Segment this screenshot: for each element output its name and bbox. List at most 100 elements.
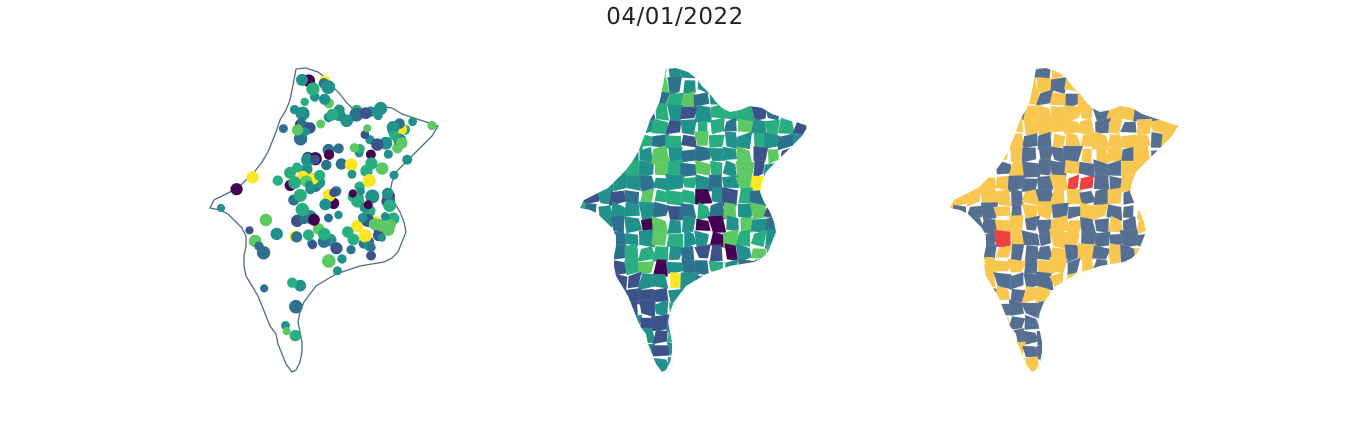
city-point [386, 121, 400, 134]
municipality-region [722, 89, 740, 108]
municipality-region [993, 355, 1014, 372]
municipality-region [1091, 314, 1109, 333]
municipality-region [1122, 205, 1134, 219]
municipality-region [611, 370, 625, 372]
municipality-region [1175, 172, 1178, 194]
municipality-region [950, 132, 956, 149]
municipality-region [622, 370, 643, 372]
municipality-region [1163, 258, 1178, 275]
municipality-region [950, 89, 957, 109]
municipality-region [1022, 371, 1041, 372]
municipality-region [1162, 231, 1178, 247]
municipality-region [1105, 312, 1126, 329]
city-point [296, 73, 308, 86]
municipality-region [1148, 217, 1163, 233]
municipality-region [1067, 257, 1081, 277]
city-point [260, 284, 269, 293]
municipality-region [950, 274, 957, 291]
municipality-region [638, 92, 653, 108]
municipality-region [1176, 327, 1178, 344]
municipality-region [1136, 188, 1152, 207]
municipality-region [1121, 341, 1136, 360]
municipality-region [1161, 355, 1178, 372]
municipality-region [996, 68, 1013, 79]
city-point [321, 159, 332, 171]
city-point [344, 158, 358, 172]
municipality-region [965, 231, 982, 249]
municipality-region [595, 107, 613, 120]
municipality-region [1035, 371, 1055, 372]
municipality-region [1091, 75, 1111, 95]
municipality-region [628, 68, 643, 81]
city-point [288, 176, 301, 190]
municipality-region [724, 258, 739, 276]
municipality-region [950, 106, 955, 122]
city-point [287, 277, 298, 288]
municipality-region [996, 316, 1011, 329]
municipality-region [1177, 313, 1178, 332]
municipality-region [609, 302, 627, 320]
municipality-region [610, 272, 628, 291]
municipality-region [964, 77, 986, 95]
municipality-region [580, 314, 583, 332]
municipality-region [1134, 330, 1149, 346]
municipality-region [1160, 285, 1178, 301]
municipality-region [654, 103, 670, 121]
city-point [289, 299, 303, 314]
municipality-region [1119, 299, 1137, 316]
municipality-region [681, 215, 696, 233]
municipality-region [696, 374, 710, 385]
municipality-region [1162, 345, 1178, 361]
city-point [427, 120, 437, 131]
municipality-region [681, 329, 699, 346]
city-point [389, 170, 399, 180]
municipality-region [582, 202, 597, 220]
municipality-region [609, 75, 630, 93]
municipality-region [1150, 149, 1166, 165]
municipality-region [1107, 133, 1124, 149]
municipality-region [599, 316, 616, 330]
city-point [289, 104, 300, 115]
municipality-region [1151, 316, 1164, 332]
municipality-region [722, 68, 742, 81]
city-point [292, 162, 303, 173]
municipality-region [967, 68, 983, 78]
municipality-region [1024, 215, 1041, 231]
municipality-region [1063, 315, 1083, 330]
municipality-region [679, 371, 699, 372]
municipality-region [637, 260, 655, 276]
municipality-region [1021, 285, 1041, 305]
municipality-region [1067, 174, 1080, 193]
municipality-region [1010, 68, 1024, 80]
municipality-region [1163, 161, 1178, 176]
municipality-region [950, 304, 955, 319]
municipality-region [651, 344, 672, 357]
municipality-region [695, 218, 711, 232]
municipality-region [1174, 121, 1178, 138]
municipality-region [1036, 68, 1052, 81]
municipality-region [651, 231, 668, 247]
municipality-region [595, 133, 616, 151]
municipality-region [709, 92, 728, 105]
municipality-region [950, 219, 956, 235]
municipality-region [951, 232, 967, 248]
municipality-region [581, 301, 601, 318]
municipality-region [612, 103, 629, 123]
municipality-region [1008, 370, 1027, 372]
municipality-region [1177, 68, 1178, 80]
city-point [305, 184, 316, 195]
municipality-region [1152, 371, 1163, 372]
municipality-region [679, 68, 699, 79]
municipality-region [710, 102, 727, 120]
municipality-region [580, 242, 598, 262]
municipality-region [983, 359, 998, 372]
municipality-region [597, 232, 615, 247]
municipality-region [952, 204, 967, 221]
city-point [322, 254, 336, 268]
municipality-region [1163, 329, 1177, 343]
municipality-region [980, 328, 998, 346]
municipality-region [651, 76, 670, 94]
municipality-region [580, 342, 587, 359]
municipality-region [1078, 103, 1094, 120]
municipality-region [708, 134, 726, 149]
